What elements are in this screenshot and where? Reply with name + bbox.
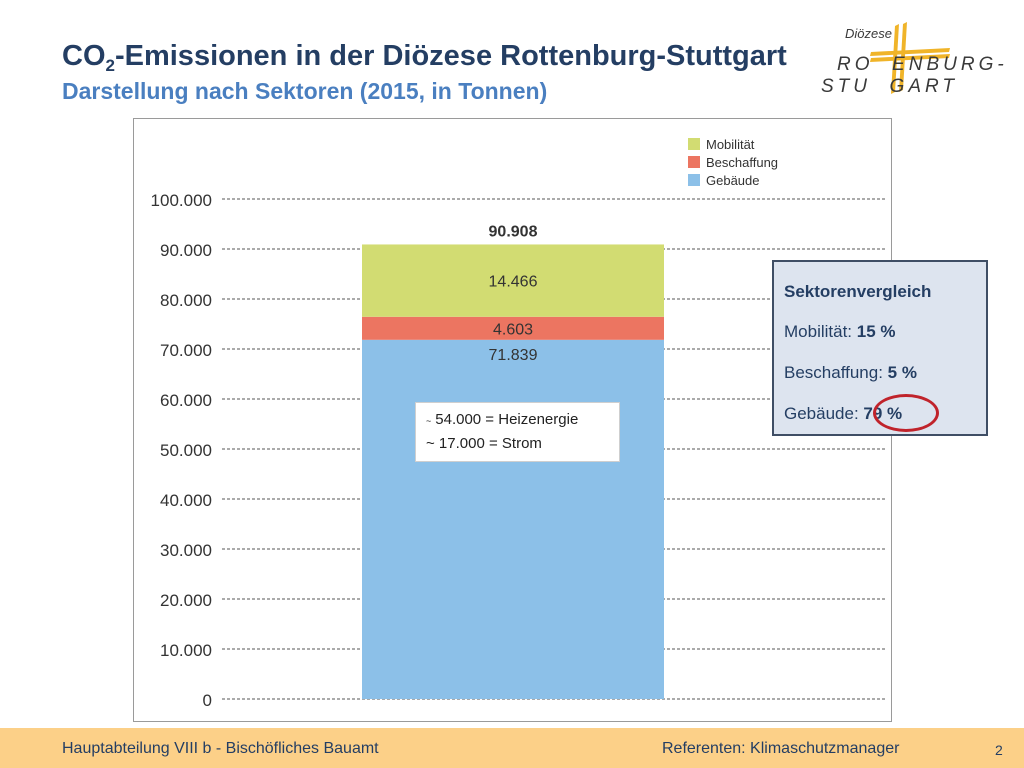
sector-label: Gebäude:	[784, 404, 864, 423]
cross-icon	[870, 22, 950, 94]
y-tick-label: 20.000	[160, 591, 212, 610]
title-rest: -Emissionen in der Diözese Rottenburg-St…	[114, 40, 787, 72]
sector-value: 5 %	[887, 363, 917, 382]
sector-label: Beschaffung:	[784, 363, 888, 382]
y-tick-label: 60.000	[160, 391, 212, 410]
logo-word-bottom: STU GART	[821, 76, 958, 97]
highlight-circle	[873, 394, 939, 432]
logo-word-mid: RO ENBURG-	[837, 54, 1005, 75]
legend-label: Mobilität	[706, 137, 755, 152]
note-line-power: ~ 17.000 = Strom	[426, 435, 542, 452]
legend-label: Beschaffung	[706, 155, 778, 170]
sector-label: Mobilität:	[784, 322, 857, 341]
sector-row-procurement: Beschaffung: 5 %	[784, 363, 917, 383]
stacked-bar-chart: 0 10.000 20.000 30.000 40.000 50.000 60.000 70.…	[151, 137, 886, 710]
energy-note-box: ~54.000 = Heizenergie ~ 17.000 = Strom	[415, 402, 620, 462]
y-tick-label: 10.000	[160, 641, 212, 660]
title-subscript: 2	[105, 56, 115, 75]
y-tick-label: 90.000	[160, 241, 212, 260]
legend-label: Gebäude	[706, 173, 760, 188]
y-tick-label: 30.000	[160, 541, 212, 560]
y-tick-label: 80.000	[160, 291, 212, 310]
y-tick-label: 0	[203, 691, 212, 710]
page-number: 2	[995, 742, 1003, 758]
y-tick-label: 40.000	[160, 491, 212, 510]
sector-value: 15 %	[856, 322, 896, 341]
y-tick-label: 50.000	[160, 441, 212, 460]
diocese-logo: Diözese RO ENBURG- STU GART	[815, 18, 1005, 100]
footer-bar: Hauptabteilung VIII b - Bischöfliches Ba…	[0, 728, 1024, 768]
sector-row-mobility: Mobilität: 15 %	[784, 322, 896, 342]
bar-segment-gebäude	[362, 339, 664, 699]
legend-swatch	[688, 138, 700, 150]
page-title: CO2-Emissionen in der Diözese Rottenburg…	[62, 40, 787, 76]
note-heating-text: 54.000 = Heizenergie	[435, 411, 579, 428]
data-label: 14.466	[489, 274, 538, 291]
title-prefix: CO	[62, 40, 106, 72]
legend-swatch	[688, 174, 700, 186]
footer-right-text: Referenten: Klimaschutzmanager	[662, 740, 900, 757]
bar-segment-beschaffung	[362, 316, 664, 340]
y-tick-label: 70.000	[160, 341, 212, 360]
data-label: 4.603	[493, 321, 533, 338]
bar-segment-mobilität	[362, 244, 664, 317]
page-subtitle: Darstellung nach Sektoren (2015, in Tonn…	[62, 78, 548, 104]
legend-swatch	[688, 156, 700, 168]
data-label: 71.839	[489, 347, 538, 364]
footer-left-text: Hauptabteilung VIII b - Bischöfliches Ba…	[62, 740, 379, 757]
note-line-heating: ~54.000 = Heizenergie	[426, 411, 578, 428]
y-tick-label: 100.000	[151, 191, 212, 210]
note-tilde: ~	[426, 416, 432, 426]
sector-comparison-title: Sektorenvergleich	[784, 282, 932, 301]
total-label: 90.908	[489, 223, 538, 240]
logo-word-top: Diözese	[845, 26, 892, 41]
